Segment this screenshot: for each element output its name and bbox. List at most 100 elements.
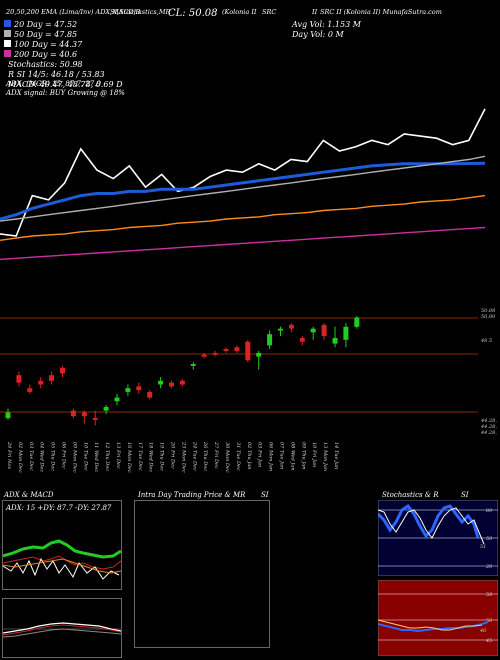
date-label: 09 Mon Dec (71, 442, 77, 473)
date-label: 06 Fri Dec (61, 442, 67, 469)
candle-body (125, 388, 131, 392)
stoch-panel-si: SI (461, 491, 469, 499)
adx-line (3, 557, 120, 580)
date-label: 31 Tue Dec (235, 442, 241, 471)
day-vol: Day Vol: 0 M (292, 30, 344, 39)
candle-body (179, 380, 185, 385)
date-label: 03 Fri Jan (257, 442, 263, 467)
header-close: CL: 50.08 (168, 8, 218, 19)
stoch-line: Stochastics: 50.98 (8, 60, 83, 69)
date-label: 12 Thu Dec (104, 442, 110, 471)
date-label: 10 Tue Dec (82, 442, 88, 471)
candle-body (234, 347, 240, 351)
date-label: 13 Mon Jan (322, 442, 328, 471)
date-label: 29 Fri Nov (6, 441, 12, 469)
date-label: 02 Mon Dec (17, 442, 23, 473)
date-label: 03 Tue Dec (28, 442, 34, 471)
candle-body (27, 388, 33, 392)
stoch-label-80: 80 (486, 508, 493, 514)
si-label-45: 45 (485, 638, 492, 644)
si-signal-line (378, 619, 483, 631)
adx-panel-title: ADX & MACD (4, 491, 54, 499)
legend-swatch-200day (4, 50, 11, 57)
date-label: 20 Fri Dec (170, 441, 176, 469)
date-label: 08 Wed Jan (289, 442, 295, 471)
price-label-top1: 50.08 (481, 308, 495, 314)
intraday-panel-title: Intra Day Trading Price & MR (138, 491, 246, 499)
macd-panel (2, 598, 122, 658)
header-right1: (Kolonia II (222, 8, 257, 16)
macd-line (3, 622, 121, 634)
legend-swatch-100day (4, 40, 11, 47)
legend-item-100day: 100 Day = 44.37 (4, 40, 123, 50)
header-right3: II (312, 8, 318, 16)
candle-body (223, 349, 229, 351)
series-100-day (0, 194, 486, 241)
series-close (0, 108, 486, 237)
intraday-panel (134, 500, 270, 648)
si-value: 46 (479, 628, 487, 634)
date-label: 09 Thu Jan (300, 442, 306, 470)
candle-body (81, 412, 87, 417)
si-panel: 58 50 45 46 (378, 580, 498, 656)
candle-chart: 50.08 50.00 48.5 44.28, 44.28, 44.28, (0, 308, 497, 436)
price-label-mid: 48.5 (480, 338, 492, 344)
legend-swatch-50day (4, 30, 11, 37)
date-label: 04 Wed Dec (39, 442, 45, 472)
price-ema-chart (0, 108, 486, 261)
series-200-day (0, 226, 486, 261)
adx-panel: ADX: 15 +DY: 87.7 -DY: 27.87 (2, 500, 122, 590)
si-line: R SI 14/5: 46.18 / 53.83 (8, 70, 105, 79)
adx-plus-di (3, 539, 121, 559)
si-label-58: 58 (486, 592, 492, 598)
stoch-panel-title: Stochastics & R (382, 491, 439, 499)
candle-body (70, 410, 76, 417)
ema-legend: 20 Day = 47.52 50 Day = 47.85 100 Day = … (4, 20, 123, 90)
date-label: 05 Thu Dec (50, 442, 56, 471)
price-label-top2: 50.00 (481, 314, 496, 320)
candle-body (343, 326, 349, 340)
candle-body (256, 352, 262, 357)
stoch-label-20: 20 (485, 564, 493, 570)
macd-hist (3, 628, 121, 638)
date-label: 23 Mon Dec (180, 441, 186, 473)
date-label: 27 Fri Dec (213, 441, 219, 469)
date-label: 11 Wed Dec (93, 442, 99, 472)
candle-body (136, 386, 142, 391)
candle-body (354, 317, 360, 327)
date-label: 14 Tue Jan (333, 442, 339, 469)
price-label-bot3: 44.28, (480, 430, 497, 436)
legend-item-20day: 20 Day = 47.52 (4, 20, 123, 30)
stoch-panel: 80 50 20 51 (378, 500, 498, 576)
candle-body (267, 334, 273, 346)
legend-swatch-20day (4, 20, 11, 27)
legend-item-200day: 200 Day = 40.6 (4, 50, 123, 60)
header-right2: SRC (262, 8, 277, 16)
candle-body (147, 392, 153, 398)
candle-body (114, 397, 120, 402)
date-label: 24 Tue Dec (191, 441, 197, 471)
candle-body (92, 418, 98, 420)
price-label-bot1: 44.28, (480, 418, 497, 424)
macd-signal (3, 624, 121, 636)
series-20-day (0, 161, 486, 221)
date-label: 13 Fri Dec (115, 442, 121, 469)
avg-vol: Avg Vol: 1.153 M (292, 20, 361, 29)
macd-line: MACD: 49.47, 48.78, 0.69 D (8, 80, 123, 89)
date-label: 18 Wed Dec (148, 442, 154, 472)
header-right4: SRC II (Kolonia II) MunafaSutra.com (320, 8, 442, 16)
candle-body (158, 380, 164, 385)
si-label-50: 50 (486, 618, 493, 624)
candle-body (288, 324, 294, 329)
candle-body (310, 328, 316, 333)
adx-signal-line (3, 558, 121, 574)
candle-body (5, 412, 11, 419)
candle-body (332, 338, 338, 344)
date-label: 30 Mon Dec (224, 442, 230, 473)
date-label: 16 Mon Dec (126, 442, 132, 473)
adx-line: ADX: (MGR) 15, 87.7, 27.9 (6, 80, 101, 88)
date-label: 06 Mon Jan (268, 442, 274, 471)
date-label: 17 Tue Dec (137, 442, 143, 471)
candle-body (201, 354, 207, 357)
series-50-day (0, 155, 486, 222)
